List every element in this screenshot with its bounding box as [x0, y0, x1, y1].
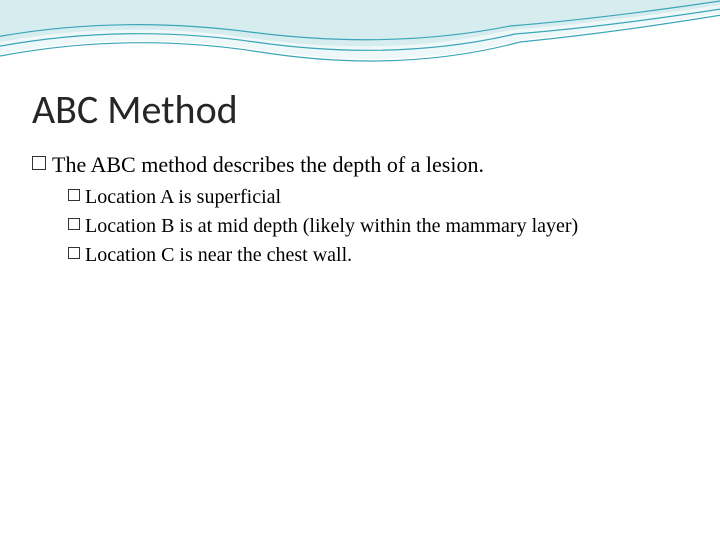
- sub-bullet-text: Location B is at mid depth (likely withi…: [85, 213, 578, 240]
- main-bullet-text: The ABC method describes the depth of a …: [52, 150, 484, 180]
- sub-bullet-row: Location C is near the chest wall.: [68, 242, 688, 269]
- slide-content: ABC Method The ABC method describes the …: [32, 88, 688, 271]
- sub-bullet-text: Location A is superficial: [85, 184, 281, 211]
- square-bullet-icon: [68, 247, 80, 259]
- main-bullet-row: The ABC method describes the depth of a …: [32, 150, 688, 180]
- sub-bullet-text: Location C is near the chest wall.: [85, 242, 352, 269]
- square-bullet-icon: [68, 189, 80, 201]
- sub-bullets: Location A is superficial Location B is …: [68, 184, 688, 269]
- slide-title: ABC Method: [32, 88, 688, 132]
- sub-bullet-row: Location B is at mid depth (likely withi…: [68, 213, 688, 240]
- square-bullet-icon: [32, 156, 46, 170]
- square-bullet-icon: [68, 218, 80, 230]
- sub-bullet-row: Location A is superficial: [68, 184, 688, 211]
